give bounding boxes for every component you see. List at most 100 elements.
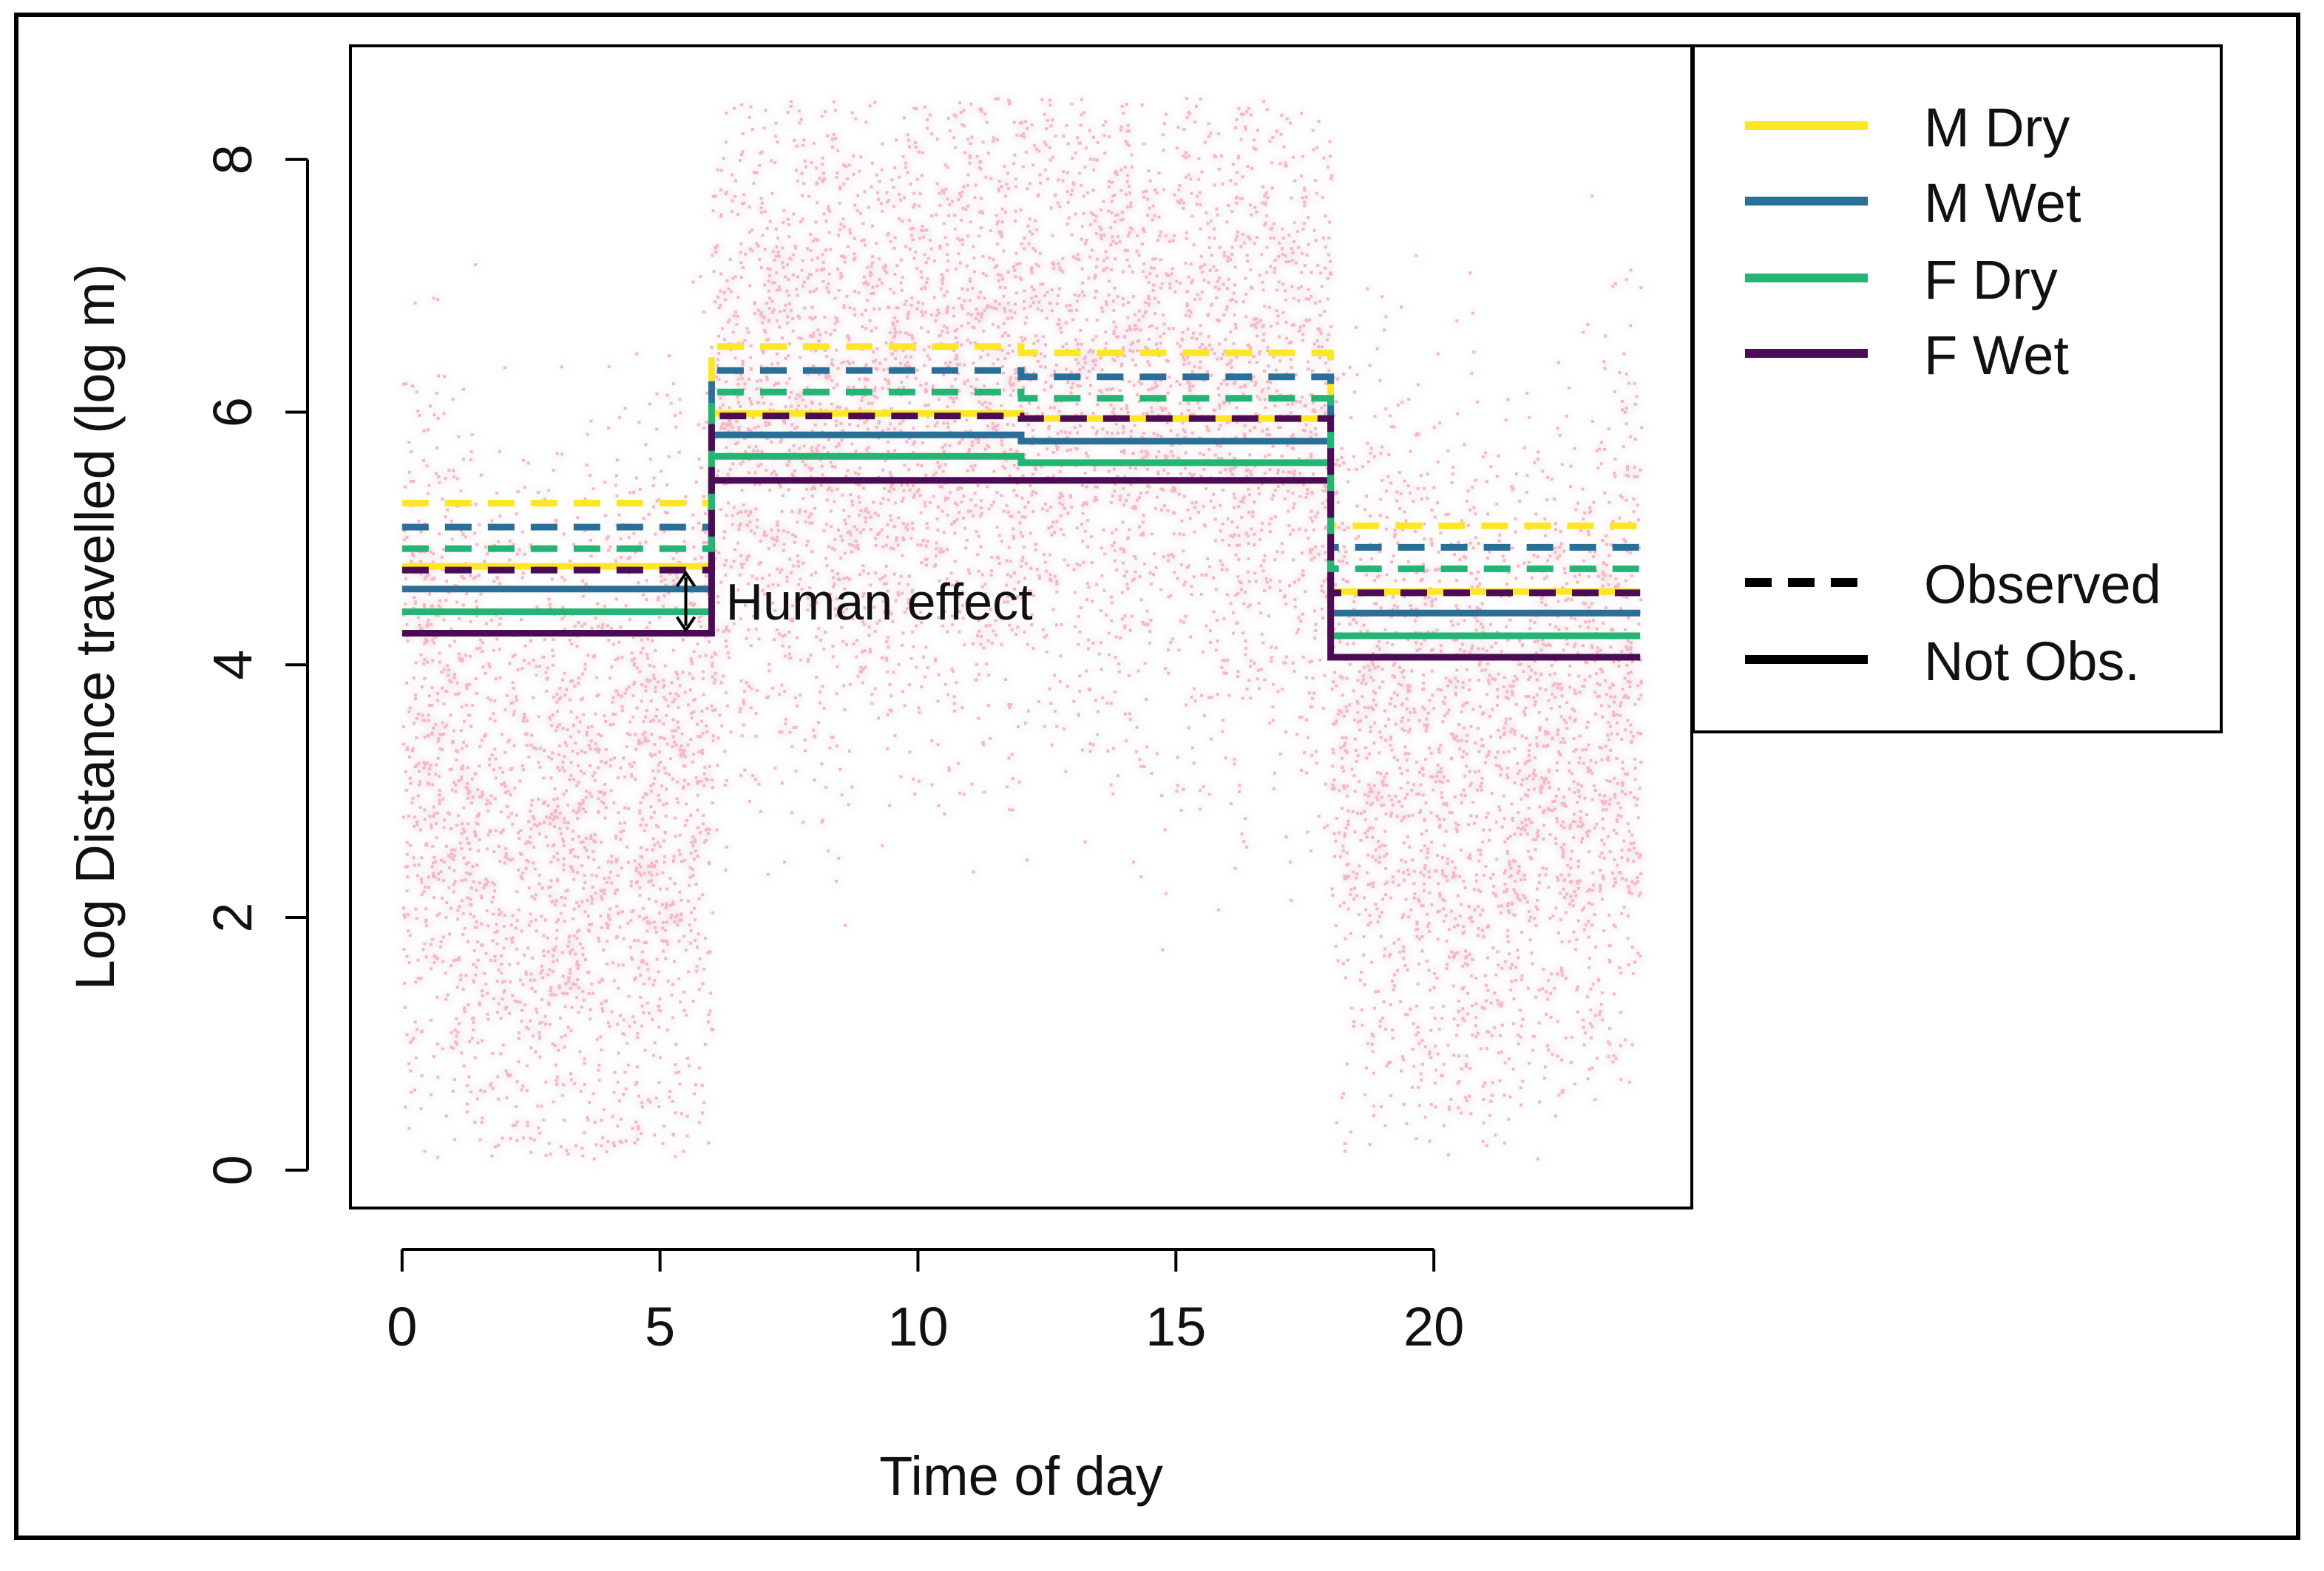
scatter-point xyxy=(1511,818,1514,822)
scatter-point xyxy=(1241,631,1245,635)
scatter-point xyxy=(860,239,864,242)
scatter-point xyxy=(1613,457,1617,461)
scatter-point xyxy=(1539,788,1542,792)
scatter-point xyxy=(901,631,905,635)
scatter-point xyxy=(1622,906,1626,909)
scatter-point xyxy=(1278,359,1282,363)
scatter-point xyxy=(420,880,424,884)
scatter-point xyxy=(984,175,988,179)
scatter-point xyxy=(556,858,560,862)
scatter-point xyxy=(1489,622,1492,626)
scatter-point xyxy=(657,595,660,599)
scatter-point xyxy=(1422,682,1426,685)
scatter-point xyxy=(1423,844,1426,848)
scatter-point xyxy=(890,407,893,410)
scatter-point xyxy=(671,648,675,652)
scatter-point xyxy=(1578,756,1582,760)
scatter-point xyxy=(1572,645,1576,648)
scatter-point xyxy=(1545,498,1549,501)
scatter-point xyxy=(828,746,832,750)
scatter-point xyxy=(1551,809,1554,812)
scatter-point xyxy=(1213,285,1217,289)
scatter-point xyxy=(1058,205,1062,208)
scatter-point xyxy=(901,591,904,595)
scatter-point xyxy=(1478,582,1482,586)
scatter-point xyxy=(1355,621,1358,625)
scatter-point xyxy=(891,321,895,325)
scatter-point xyxy=(764,330,768,334)
scatter-point xyxy=(1119,169,1123,172)
scatter-point xyxy=(559,1017,562,1020)
scatter-point xyxy=(1001,465,1005,469)
scatter-point xyxy=(1335,1121,1338,1124)
scatter-point xyxy=(759,152,762,155)
scatter-point xyxy=(1140,103,1144,106)
scatter-point xyxy=(1182,154,1185,157)
scatter-point xyxy=(950,384,954,388)
scatter-point xyxy=(1238,543,1241,547)
scatter-point xyxy=(1358,978,1362,982)
scatter-point xyxy=(812,485,816,489)
scatter-point xyxy=(852,154,856,157)
scatter-point xyxy=(798,121,802,125)
scatter-point xyxy=(1369,921,1372,924)
scatter-point xyxy=(1444,875,1448,878)
scatter-point xyxy=(1625,498,1628,502)
scatter-point xyxy=(433,855,436,859)
scatter-point xyxy=(526,1121,529,1124)
scatter-point xyxy=(895,538,898,542)
scatter-point xyxy=(1006,352,1010,355)
scatter-point xyxy=(569,735,573,739)
scatter-point xyxy=(1100,390,1103,393)
scatter-point xyxy=(1233,265,1237,269)
scatter-point xyxy=(1227,255,1230,259)
scatter-point xyxy=(1538,727,1542,730)
scatter-point xyxy=(662,803,665,807)
scatter-point xyxy=(1556,878,1560,882)
scatter-point xyxy=(790,571,793,574)
scatter-point xyxy=(1389,736,1393,739)
scatter-point xyxy=(528,810,532,813)
scatter-point xyxy=(1108,653,1111,656)
scatter-point xyxy=(1195,104,1198,108)
scatter-point xyxy=(1125,129,1129,133)
scatter-point xyxy=(538,1055,542,1059)
scatter-point xyxy=(1439,531,1443,535)
scatter-point xyxy=(1406,687,1410,691)
scatter-point xyxy=(478,881,481,885)
scatter-point xyxy=(890,612,893,616)
scatter-point xyxy=(1233,506,1236,509)
scatter-point xyxy=(597,625,600,628)
scatter-point xyxy=(890,178,894,182)
scatter-point xyxy=(882,582,886,586)
scatter-point xyxy=(1540,786,1544,790)
scatter-point xyxy=(736,314,739,318)
scatter-point xyxy=(402,382,406,386)
scatter-point xyxy=(1469,725,1473,728)
scatter-point xyxy=(938,203,942,207)
scatter-point xyxy=(719,289,722,293)
scatter-point xyxy=(739,404,742,408)
scatter-point xyxy=(654,753,657,756)
scatter-point xyxy=(944,682,947,686)
scatter-point xyxy=(586,915,590,918)
scatter-point xyxy=(1309,516,1312,520)
scatter-point xyxy=(436,995,439,999)
scatter-point xyxy=(821,685,824,688)
scatter-point xyxy=(1321,237,1325,240)
scatter-point xyxy=(957,595,961,599)
scatter-point xyxy=(957,198,961,202)
scatter-point xyxy=(1563,801,1566,805)
scatter-point xyxy=(584,795,588,799)
scatter-point xyxy=(502,946,506,950)
scatter-point xyxy=(1375,347,1379,350)
scatter-point xyxy=(1600,799,1604,803)
scatter-point xyxy=(1146,214,1150,217)
scatter-point xyxy=(1355,760,1358,764)
scatter-point xyxy=(1588,550,1592,553)
scatter-point xyxy=(1551,800,1555,804)
scatter-point xyxy=(1620,738,1624,741)
scatter-point xyxy=(536,1105,540,1108)
scatter-point xyxy=(579,698,583,702)
scatter-point xyxy=(824,330,828,334)
